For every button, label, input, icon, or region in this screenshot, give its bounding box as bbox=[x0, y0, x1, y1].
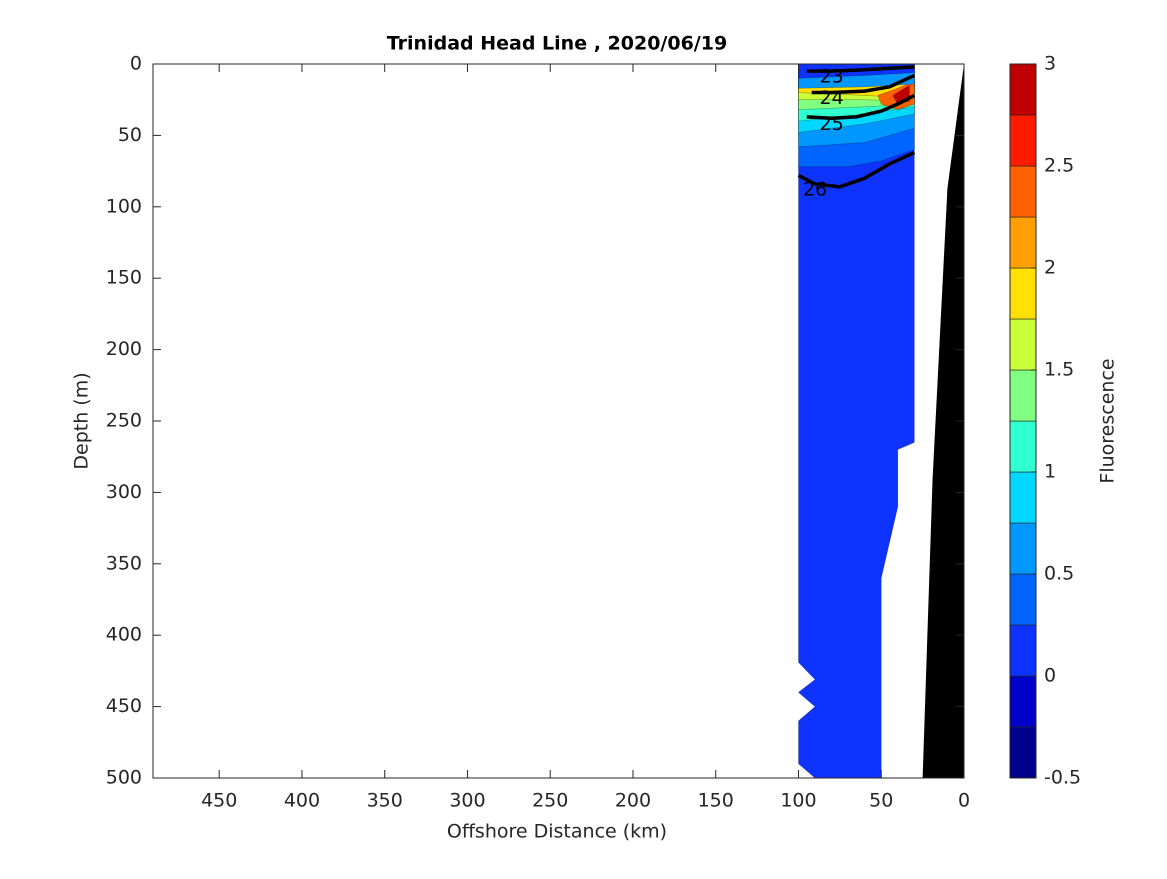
x-tick-label: 350 bbox=[367, 790, 403, 812]
y-tick-label: 250 bbox=[106, 410, 142, 432]
colorbar-segment bbox=[1009, 624, 1037, 677]
colorbar-tick-label: 1.5 bbox=[1044, 359, 1074, 381]
x-tick-label: 400 bbox=[284, 790, 320, 812]
colorbar-frame bbox=[1009, 63, 1037, 779]
colorbar-segment bbox=[1009, 114, 1037, 167]
colorbar-tick-label: -0.5 bbox=[1044, 767, 1081, 789]
x-tick-label: 200 bbox=[615, 790, 651, 812]
y-tick-label: 0 bbox=[130, 53, 142, 75]
colorbar-segment bbox=[1009, 63, 1037, 116]
y-tick-label: 200 bbox=[106, 338, 142, 360]
contour-label: 24 bbox=[819, 87, 843, 109]
colorbar-label: Fluorescence bbox=[1097, 358, 1119, 483]
colorbar-segment bbox=[1009, 675, 1037, 728]
bathymetry bbox=[922, 64, 964, 778]
colorbar-segment bbox=[1009, 573, 1037, 626]
chart-title: Trinidad Head Line , 2020/06/19 bbox=[387, 33, 727, 55]
colorbar-tick-label: 3 bbox=[1044, 53, 1056, 75]
colorbar-segment bbox=[1009, 726, 1037, 779]
y-tick-label: 50 bbox=[118, 124, 142, 146]
colorbar-segment bbox=[1009, 471, 1037, 524]
contour-fill bbox=[798, 63, 915, 779]
contour-label: 26 bbox=[803, 178, 827, 200]
contour-label: 25 bbox=[819, 113, 843, 135]
colorbar-tick-label: 2 bbox=[1044, 257, 1056, 279]
x-tick-label: 250 bbox=[532, 790, 568, 812]
contour-line bbox=[806, 93, 916, 121]
y-axis-label: Depth (m) bbox=[71, 372, 93, 469]
y-tick-label: 500 bbox=[106, 767, 142, 789]
y-tick-label: 350 bbox=[106, 552, 142, 574]
colorbar-segment bbox=[1009, 216, 1037, 269]
x-tick-label: 100 bbox=[780, 790, 816, 812]
contour-line bbox=[806, 65, 915, 73]
colorbar-segment bbox=[1009, 267, 1037, 320]
colorbar-segment bbox=[1009, 318, 1037, 371]
colorbar-tick-label: 1 bbox=[1044, 461, 1056, 483]
colorbar-segment bbox=[1009, 165, 1037, 218]
x-tick-label: 0 bbox=[958, 790, 970, 812]
y-tick-label: 450 bbox=[106, 695, 142, 717]
x-tick-label: 150 bbox=[698, 790, 734, 812]
colorbar-segment bbox=[1009, 522, 1037, 575]
colorbar-segment bbox=[1009, 420, 1037, 473]
y-tick-label: 100 bbox=[106, 195, 142, 217]
x-tick-label: 450 bbox=[201, 790, 237, 812]
colorbar-tick-label: 0.5 bbox=[1044, 563, 1074, 585]
colorbar-tick-label: 2.5 bbox=[1044, 155, 1074, 177]
y-tick-label: 150 bbox=[106, 267, 142, 289]
colorbar-tick-label: 0 bbox=[1044, 665, 1056, 687]
y-tick-label: 400 bbox=[106, 624, 142, 646]
contour-label: 23 bbox=[819, 66, 843, 88]
x-tick-label: 300 bbox=[449, 790, 485, 812]
contour-line bbox=[811, 73, 916, 95]
x-tick-label: 50 bbox=[869, 790, 893, 812]
x-axis-label: Offshore Distance (km) bbox=[447, 821, 667, 843]
colorbar-segment bbox=[1009, 369, 1037, 422]
contour-line bbox=[797, 150, 916, 189]
y-tick-label: 300 bbox=[106, 481, 142, 503]
